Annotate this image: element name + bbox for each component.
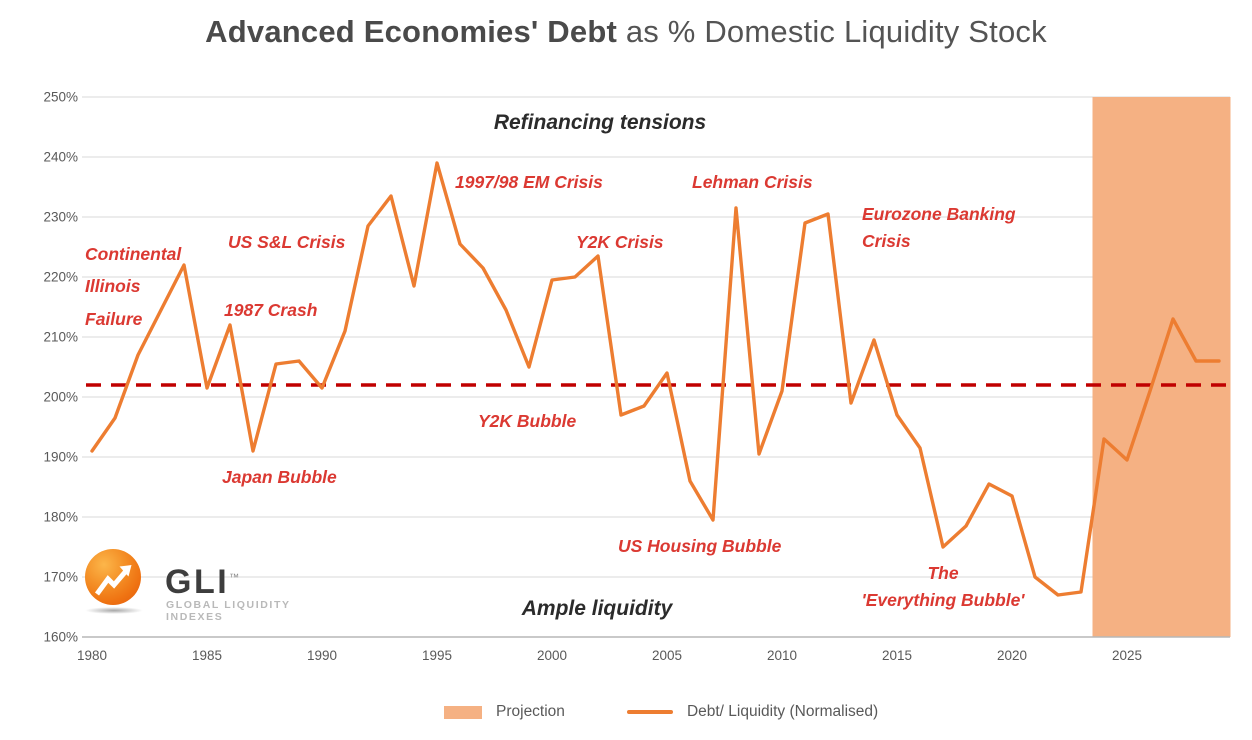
projection-band — [1092, 97, 1231, 637]
y-tick-label: 240% — [43, 150, 78, 165]
annotation-y2k-crisis: Y2K Crisis — [576, 232, 664, 252]
annotation-japan-bubble: Japan Bubble — [222, 467, 337, 487]
x-tick-label: 2005 — [652, 648, 682, 663]
trend-arrow-icon — [94, 565, 132, 596]
chart-legend: Projection Debt/ Liquidity (Normalised) — [444, 703, 878, 721]
x-tick-label: 2025 — [1112, 648, 1142, 663]
title-emphasis: Advanced Economies' Debt — [205, 14, 617, 49]
debt-liquidity-line — [90, 161, 1221, 597]
page-title: Advanced Economies' Debt as % Domestic L… — [0, 14, 1252, 50]
annotation-continental-illinois-failure: Continental Illinois Failure — [85, 244, 182, 329]
title-rest: as % Domestic Liquidity Stock — [617, 14, 1047, 49]
x-tick-label: 1995 — [422, 648, 452, 663]
line-series-swatch — [626, 710, 673, 714]
x-tick-label: 2010 — [767, 648, 797, 663]
annotation-everything-bubble: The 'Everything Bubble' — [861, 563, 1025, 611]
projection-swatch — [444, 705, 482, 719]
annotation-crash-1987: 1987 Crash — [224, 300, 318, 320]
annotation-y2k-bubble: Y2K Bubble — [478, 411, 577, 431]
annotation-ample-liquidity: Ample liquidity — [521, 597, 673, 620]
gli-logo: GLI™ GLOBAL LIQUIDITY INDEXES — [85, 547, 325, 623]
annotation-refinancing-tensions: Refinancing tensions — [493, 111, 707, 134]
logo-trademark: ™ — [229, 572, 242, 584]
logo-subtitle: GLOBAL LIQUIDITY INDEXES — [166, 599, 291, 623]
y-tick-label: 200% — [43, 390, 78, 405]
annotation-us-sl-crisis: US S&L Crisis — [228, 232, 346, 252]
y-tick-label: 160% — [43, 630, 78, 645]
legend-line-label: Debt/ Liquidity (Normalised) — [686, 703, 879, 720]
annotation-lehman-crisis: Lehman Crisis — [692, 172, 813, 192]
y-tick-label: 210% — [43, 330, 78, 345]
x-tick-label: 1980 — [77, 648, 107, 663]
y-tick-label: 230% — [43, 210, 78, 225]
logo-globe-icon — [85, 549, 141, 605]
annotation-em-crisis-1997-98: 1997/98 EM Crisis — [455, 172, 603, 192]
y-tick-label: 190% — [43, 450, 78, 465]
y-tick-label: 180% — [43, 510, 78, 525]
legend-projection-label: Projection — [496, 703, 565, 720]
logo-wordmark: GLI™ — [165, 563, 242, 602]
logo-text: GLI — [165, 563, 230, 601]
annotation-us-housing-bubble: US Housing Bubble — [618, 536, 782, 556]
y-tick-label: 220% — [43, 270, 78, 285]
logo-shadow — [85, 607, 143, 614]
annotation-eurozone-banking-crisis: Eurozone Banking Crisis — [862, 204, 1016, 252]
x-tick-label: 1990 — [307, 648, 337, 663]
x-tick-label: 2020 — [997, 648, 1027, 663]
y-tick-label: 250% — [43, 90, 78, 105]
x-tick-label: 2015 — [882, 648, 912, 663]
y-tick-label: 170% — [43, 570, 78, 585]
x-tick-label: 1985 — [192, 648, 222, 663]
x-tick-label: 2000 — [537, 648, 567, 663]
